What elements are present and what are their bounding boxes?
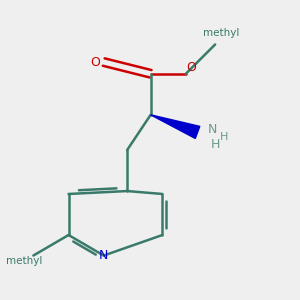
Polygon shape [151,115,200,138]
Text: methyl: methyl [203,28,239,38]
Text: O: O [187,61,196,74]
Text: N: N [208,123,217,136]
Text: H: H [210,138,220,151]
Text: O: O [90,56,100,68]
Text: H: H [220,132,228,142]
Text: N: N [99,249,108,262]
Text: methyl: methyl [6,256,43,266]
